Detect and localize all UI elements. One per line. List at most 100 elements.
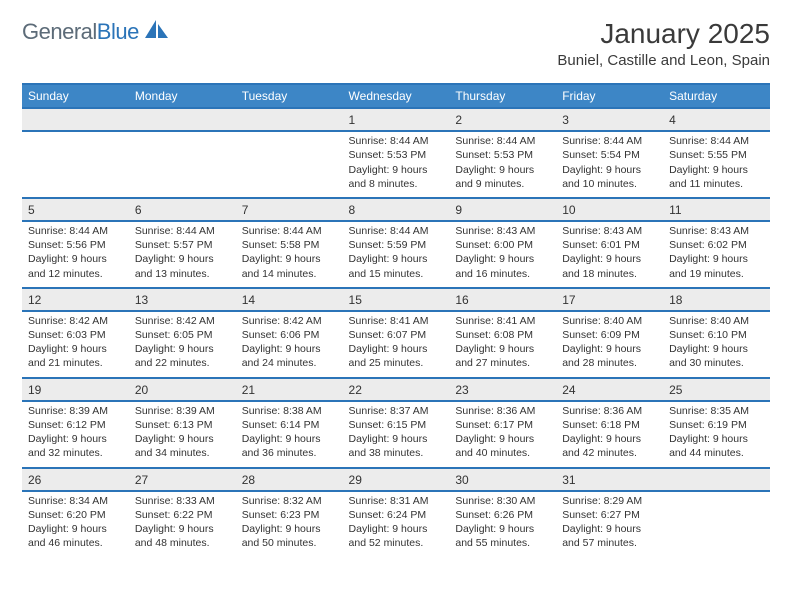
day-info: Sunrise: 8:33 AMSunset: 6:22 PMDaylight:…: [129, 492, 236, 557]
sunrise-line: Sunrise: 8:44 AM: [349, 224, 444, 238]
day-number: 17: [556, 289, 663, 310]
daylight-line: Daylight: 9 hours and 28 minutes.: [562, 342, 657, 370]
day-number-cell: [22, 108, 129, 131]
daylight-line: Daylight: 9 hours and 57 minutes.: [562, 522, 657, 550]
day-number: 29: [343, 469, 450, 490]
day-number: 27: [129, 469, 236, 490]
day-info: Sunrise: 8:42 AMSunset: 6:03 PMDaylight:…: [22, 312, 129, 377]
day-number-cell: 9: [449, 198, 556, 221]
day-number: 19: [22, 379, 129, 400]
day-number: 3: [556, 109, 663, 130]
day-number-cell: 8: [343, 198, 450, 221]
day-number-cell: 17: [556, 288, 663, 311]
day-detail-cell: Sunrise: 8:44 AMSunset: 5:56 PMDaylight:…: [22, 221, 129, 288]
sunset-line: Sunset: 6:26 PM: [455, 508, 550, 522]
day-number-cell: 30: [449, 468, 556, 491]
day-detail-cell: Sunrise: 8:33 AMSunset: 6:22 PMDaylight:…: [129, 491, 236, 557]
sunset-line: Sunset: 5:58 PM: [242, 238, 337, 252]
day-info: Sunrise: 8:44 AMSunset: 5:59 PMDaylight:…: [343, 222, 450, 287]
daynum-row: 567891011: [22, 198, 770, 221]
day-detail-cell: Sunrise: 8:32 AMSunset: 6:23 PMDaylight:…: [236, 491, 343, 557]
day-detail-cell: Sunrise: 8:38 AMSunset: 6:14 PMDaylight:…: [236, 401, 343, 468]
sunset-line: Sunset: 6:12 PM: [28, 418, 123, 432]
sunset-line: Sunset: 6:22 PM: [135, 508, 230, 522]
day-info: Sunrise: 8:40 AMSunset: 6:09 PMDaylight:…: [556, 312, 663, 377]
sail-icon: [143, 18, 171, 45]
day-number-cell: 22: [343, 378, 450, 401]
daynum-row: 262728293031: [22, 468, 770, 491]
calendar-table: SundayMondayTuesdayWednesdayThursdayFrid…: [22, 83, 770, 556]
sunrise-line: Sunrise: 8:33 AM: [135, 494, 230, 508]
sunset-line: Sunset: 6:13 PM: [135, 418, 230, 432]
weekday-header-row: SundayMondayTuesdayWednesdayThursdayFrid…: [22, 84, 770, 108]
sunrise-line: Sunrise: 8:42 AM: [28, 314, 123, 328]
day-number: 22: [343, 379, 450, 400]
day-detail-cell: [129, 131, 236, 198]
day-number: 31: [556, 469, 663, 490]
sunrise-line: Sunrise: 8:43 AM: [669, 224, 764, 238]
day-info: Sunrise: 8:44 AMSunset: 5:57 PMDaylight:…: [129, 222, 236, 287]
daylight-line: Daylight: 9 hours and 15 minutes.: [349, 252, 444, 280]
day-number-cell: 24: [556, 378, 663, 401]
day-info: Sunrise: 8:43 AMSunset: 6:00 PMDaylight:…: [449, 222, 556, 287]
day-info: Sunrise: 8:42 AMSunset: 6:06 PMDaylight:…: [236, 312, 343, 377]
day-number-cell: 6: [129, 198, 236, 221]
daynum-row: 12131415161718: [22, 288, 770, 311]
title-block: January 2025 Buniel, Castille and Leon, …: [557, 18, 770, 69]
day-number-cell: 16: [449, 288, 556, 311]
daylight-line: Daylight: 9 hours and 12 minutes.: [28, 252, 123, 280]
sunset-line: Sunset: 6:09 PM: [562, 328, 657, 342]
day-detail-cell: Sunrise: 8:36 AMSunset: 6:18 PMDaylight:…: [556, 401, 663, 468]
sunset-line: Sunset: 6:19 PM: [669, 418, 764, 432]
sunset-line: Sunset: 5:55 PM: [669, 148, 764, 162]
daylight-line: Daylight: 9 hours and 22 minutes.: [135, 342, 230, 370]
day-number: 21: [236, 379, 343, 400]
day-number: 2: [449, 109, 556, 130]
day-number-cell: 3: [556, 108, 663, 131]
day-detail-cell: Sunrise: 8:40 AMSunset: 6:10 PMDaylight:…: [663, 311, 770, 378]
day-detail-cell: Sunrise: 8:36 AMSunset: 6:17 PMDaylight:…: [449, 401, 556, 468]
day-number-cell: 27: [129, 468, 236, 491]
day-detail-cell: Sunrise: 8:43 AMSunset: 6:01 PMDaylight:…: [556, 221, 663, 288]
day-detail-cell: Sunrise: 8:41 AMSunset: 6:08 PMDaylight:…: [449, 311, 556, 378]
sunrise-line: Sunrise: 8:43 AM: [455, 224, 550, 238]
day-detail-cell: Sunrise: 8:44 AMSunset: 5:55 PMDaylight:…: [663, 131, 770, 198]
detail-row: Sunrise: 8:44 AMSunset: 5:53 PMDaylight:…: [22, 131, 770, 198]
weekday-header: Monday: [129, 84, 236, 108]
day-info: Sunrise: 8:36 AMSunset: 6:18 PMDaylight:…: [556, 402, 663, 467]
day-number-cell: 28: [236, 468, 343, 491]
sunrise-line: Sunrise: 8:41 AM: [455, 314, 550, 328]
sunrise-line: Sunrise: 8:40 AM: [562, 314, 657, 328]
day-detail-cell: Sunrise: 8:42 AMSunset: 6:06 PMDaylight:…: [236, 311, 343, 378]
day-number: 9: [449, 199, 556, 220]
day-info: Sunrise: 8:44 AMSunset: 5:58 PMDaylight:…: [236, 222, 343, 287]
sunset-line: Sunset: 5:56 PM: [28, 238, 123, 252]
brand-logo: GeneralBlue: [22, 18, 171, 45]
sunrise-line: Sunrise: 8:29 AM: [562, 494, 657, 508]
day-number-cell: 26: [22, 468, 129, 491]
day-number-cell: 7: [236, 198, 343, 221]
day-number: 18: [663, 289, 770, 310]
day-number-cell: 13: [129, 288, 236, 311]
sunset-line: Sunset: 6:02 PM: [669, 238, 764, 252]
day-number-cell: 12: [22, 288, 129, 311]
day-number: 20: [129, 379, 236, 400]
daylight-line: Daylight: 9 hours and 36 minutes.: [242, 432, 337, 460]
day-number-cell: 10: [556, 198, 663, 221]
sunset-line: Sunset: 6:24 PM: [349, 508, 444, 522]
daylight-line: Daylight: 9 hours and 16 minutes.: [455, 252, 550, 280]
day-number-cell: [236, 108, 343, 131]
day-detail-cell: Sunrise: 8:39 AMSunset: 6:13 PMDaylight:…: [129, 401, 236, 468]
sunset-line: Sunset: 6:20 PM: [28, 508, 123, 522]
sunrise-line: Sunrise: 8:37 AM: [349, 404, 444, 418]
day-info: Sunrise: 8:41 AMSunset: 6:08 PMDaylight:…: [449, 312, 556, 377]
daylight-line: Daylight: 9 hours and 30 minutes.: [669, 342, 764, 370]
day-info: Sunrise: 8:38 AMSunset: 6:14 PMDaylight:…: [236, 402, 343, 467]
daylight-line: Daylight: 9 hours and 34 minutes.: [135, 432, 230, 460]
day-detail-cell: Sunrise: 8:44 AMSunset: 5:58 PMDaylight:…: [236, 221, 343, 288]
brand-part1: General: [22, 19, 97, 44]
sunset-line: Sunset: 6:17 PM: [455, 418, 550, 432]
day-number: 11: [663, 199, 770, 220]
day-number-cell: 5: [22, 198, 129, 221]
sunset-line: Sunset: 6:23 PM: [242, 508, 337, 522]
